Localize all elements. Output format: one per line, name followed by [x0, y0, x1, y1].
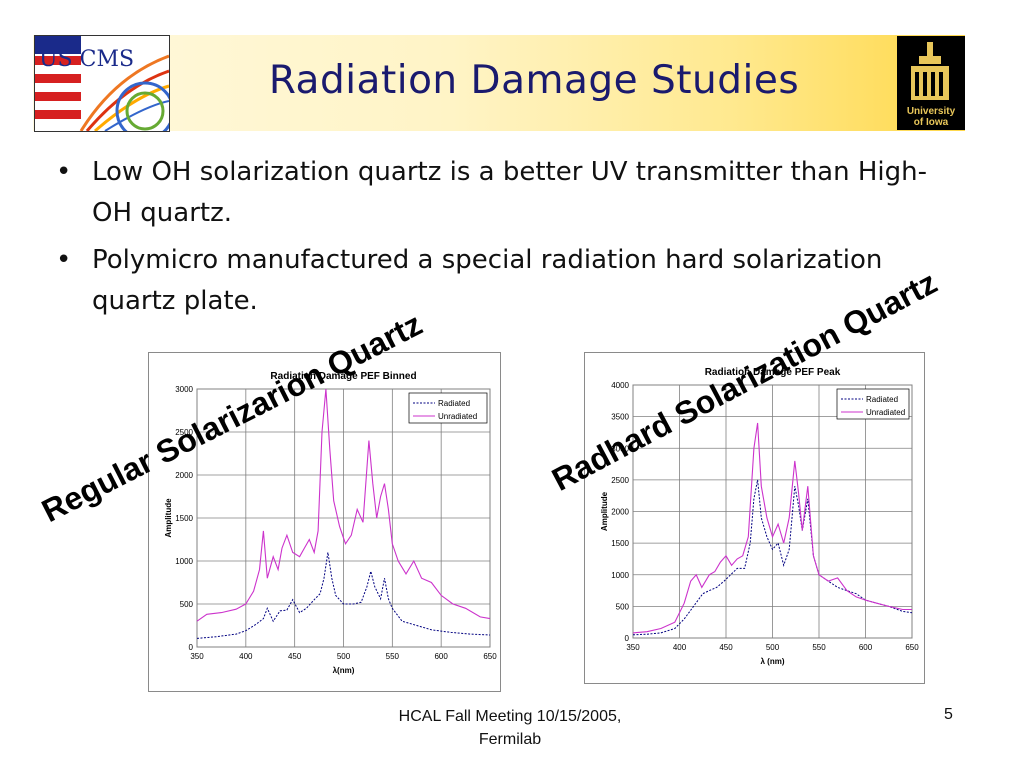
slide-title: Radiation Damage Studies [268, 58, 800, 103]
chart-title: Radiation Damage PEF Binned [270, 371, 416, 382]
bullet-item: • Low OH solarization quartz is a better… [52, 152, 952, 234]
university-of-iowa-logo: University of Iowa [897, 36, 965, 130]
y-tick-label: 500 [180, 600, 194, 609]
y-axis-label: Amplitude [600, 491, 609, 531]
legend-box [408, 392, 488, 424]
footer-line2: Fermilab [478, 731, 542, 748]
x-tick-label: 650 [905, 643, 919, 652]
x-tick-label: 650 [483, 652, 497, 661]
y-tick-label: 2500 [175, 428, 193, 437]
y-tick-label: 500 [616, 602, 630, 611]
y-tick-label: 3000 [611, 444, 629, 453]
bullet-glyph: • [56, 245, 72, 275]
logo-text-university: University [907, 106, 956, 117]
x-tick-label: 600 [434, 652, 448, 661]
series-line-unradiated [196, 388, 491, 622]
y-tick-label: 1500 [611, 539, 629, 548]
y-tick-label: 2000 [175, 471, 193, 480]
y-tick-label: 1500 [175, 514, 193, 523]
chart-svg: Radiation Damage PEF Peak 0 500 1000 1500 200… [600, 367, 919, 666]
uscms-logo: US CMS [34, 35, 175, 141]
y-tick-label: 3000 [175, 385, 193, 394]
uscms-logo-text: US CMS [39, 47, 134, 72]
y-tick-label: 1000 [175, 557, 193, 566]
bullet-text: Polymicro manufactured a special radiati… [92, 245, 883, 316]
x-axis-label: λ(nm) [333, 666, 355, 675]
legend-label: Unradiated [866, 408, 905, 417]
x-tick-label: 550 [812, 643, 826, 652]
x-tick-label: 550 [386, 652, 400, 661]
y-tick-label: 2500 [611, 476, 629, 485]
logo-text-of-iowa: of Iowa [914, 117, 949, 128]
x-tick-label: 450 [288, 652, 302, 661]
y-tick-label: 4000 [611, 381, 629, 390]
chart-svg: Radiation Damage PEF Binned 0 500 1000 1500 2… [164, 371, 497, 675]
x-tick-label: 450 [719, 643, 733, 652]
series-line-radiated [632, 479, 913, 636]
bullet-list: • Low OH solarization quartz is a better… [52, 152, 952, 328]
x-tick-label: 600 [859, 643, 873, 652]
legend-label: Radiated [866, 395, 898, 404]
chart-title: Radiation Damage PEF Peak [705, 367, 841, 378]
bullet-text: Low OH solarization quartz is a better U… [92, 157, 927, 228]
y-tick-label: 1000 [611, 571, 629, 580]
x-tick-label: 350 [626, 643, 640, 652]
x-tick-label: 350 [190, 652, 204, 661]
series-line-unradiated [632, 422, 912, 634]
bullet-item: • Polymicro manufactured a special radia… [52, 240, 952, 322]
x-axis-label: λ (nm) [761, 657, 785, 666]
y-tick-label: 0 [625, 634, 630, 643]
y-tick-label: 3500 [611, 413, 629, 422]
x-tick-label: 400 [239, 652, 253, 661]
y-tick-label: 0 [189, 643, 194, 652]
title-banner [33, 35, 965, 131]
y-axis-label: Amplitude [164, 498, 173, 538]
series-line-radiated [196, 552, 491, 639]
legend-label: Unradiated [438, 412, 477, 421]
legend-box [836, 388, 910, 420]
bullet-glyph: • [56, 157, 72, 187]
footer: HCAL Fall Meeting 10/15/2005, Fermilab [330, 705, 690, 751]
chart-radhard-quartz: Radiation Damage PEF Peak 0 500 1000 1500 200… [584, 352, 925, 684]
legend-label: Radiated [438, 399, 470, 408]
y-tick-label: 2000 [611, 508, 629, 517]
footer-line1: HCAL Fall Meeting 10/15/2005, [398, 708, 622, 725]
x-tick-label: 500 [766, 643, 780, 652]
x-tick-label: 500 [337, 652, 351, 661]
page-number: 5 [944, 706, 953, 723]
chart-regular-quartz: Radiation Damage PEF Binned 0 500 1000 1500 2… [148, 352, 501, 692]
x-tick-label: 400 [673, 643, 687, 652]
